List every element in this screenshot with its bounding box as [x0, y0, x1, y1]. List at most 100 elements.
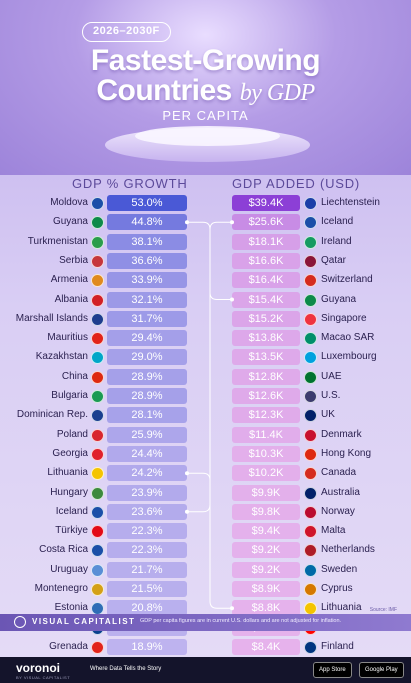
- chart-row: Turkmenistan 38.1% $18.1K Ireland: [0, 233, 411, 252]
- right-country-label: Denmark: [321, 428, 362, 440]
- left-country-label: Türkiye: [55, 525, 88, 537]
- right-country-flag-icon: [304, 505, 317, 519]
- left-growth-value-label: 25.9%: [131, 428, 163, 441]
- left-column-heading: GDP % GROWTH: [72, 176, 188, 191]
- left-growth-bar: 18.9%: [107, 638, 187, 655]
- left-growth-value-label: 29.4%: [131, 332, 163, 345]
- right-country-label: Lithuania: [321, 602, 362, 614]
- left-country-label: Kazakhstan: [35, 351, 88, 363]
- right-gdp-added-bar: $15.4K: [232, 291, 300, 308]
- right-country-flag-icon: [304, 332, 317, 346]
- chart-row: Kazakhstan 29.0% $13.5K Luxembourg: [0, 348, 411, 367]
- right-gdp-added-value-label: $9.2K: [251, 563, 281, 576]
- left-country-label: Turkmenistan: [27, 235, 88, 247]
- right-country-flag-icon: [304, 640, 317, 654]
- left-country-label: Georgia: [52, 447, 88, 459]
- right-country-flag-icon: [304, 216, 317, 230]
- left-country-label: Mauritius: [47, 332, 88, 344]
- chart-row: Serbia 36.6% $16.6K Qatar: [0, 252, 411, 271]
- left-growth-bar: 28.9%: [107, 368, 187, 385]
- left-growth-value-label: 20.8%: [131, 602, 163, 615]
- title-line-1: Fastest-Growing: [90, 44, 321, 77]
- right-gdp-added-value-label: $8.8K: [251, 602, 281, 615]
- right-gdp-added-bar: $15.2K: [232, 310, 300, 327]
- chart-row: Estonia 20.8% $8.8K Lithuania: [0, 599, 411, 618]
- right-gdp-added-bar: $12.8K: [232, 368, 300, 385]
- right-country-label: Malta: [321, 525, 346, 537]
- right-country-label: Australia: [321, 486, 360, 498]
- left-growth-value-label: 32.1%: [131, 293, 163, 306]
- left-growth-value-label: 24.2%: [131, 467, 163, 480]
- footnote: GDP per capita figures are in current U.…: [140, 618, 342, 624]
- right-gdp-added-bar: $9.9K: [232, 484, 300, 501]
- footer-bar: [0, 614, 411, 631]
- app-store-button[interactable]: App Store: [313, 662, 352, 678]
- left-growth-bar: 28.9%: [107, 388, 187, 404]
- right-gdp-added-value-label: $39.4K: [248, 197, 284, 209]
- left-country-label: Costa Rica: [39, 544, 88, 556]
- right-country-label: Macao SAR: [321, 332, 375, 344]
- chart-row: Moldova 53.0% $39.4K Liechtenstein: [0, 194, 411, 213]
- right-country-label: Cyprus: [321, 583, 353, 594]
- right-gdp-added-bar: $10.3K: [232, 445, 300, 462]
- visual-capitalist-logo-icon: [14, 616, 26, 628]
- left-growth-bar: 53.0%: [107, 195, 187, 211]
- right-gdp-added-bar: $16.6K: [232, 252, 300, 269]
- left-country-flag-icon: [91, 467, 104, 481]
- right-column-heading: GDP ADDED (USD): [232, 176, 361, 191]
- right-gdp-added-value-label: $25.6K: [248, 216, 284, 229]
- left-country-flag-icon: [91, 505, 104, 519]
- left-growth-value-label: 33.9%: [131, 274, 163, 287]
- google-play-button[interactable]: Google Play: [359, 662, 404, 678]
- right-gdp-added-value-label: $8.4K: [251, 640, 281, 653]
- left-country-label: Uruguay: [50, 563, 88, 575]
- left-country-flag-icon: [91, 274, 104, 288]
- left-growth-value-label: 23.9%: [131, 486, 163, 499]
- right-gdp-added-value-label: $8.9K: [251, 583, 281, 595]
- chart-row: Uruguay 21.7% $9.2K Sweden: [0, 561, 411, 580]
- right-gdp-added-bar: $10.2K: [232, 465, 300, 482]
- left-country-label: Bulgaria: [51, 390, 88, 401]
- left-growth-value-label: 22.3%: [131, 544, 163, 557]
- left-growth-value-label: 44.8%: [131, 216, 163, 229]
- left-country-flag-icon: [91, 563, 104, 577]
- left-growth-bar: 33.9%: [107, 272, 187, 289]
- right-country-label: Sweden: [321, 563, 358, 575]
- left-country-flag-icon: [91, 525, 104, 539]
- title-by-gdp: by GDP: [239, 80, 315, 106]
- left-growth-value-label: 36.6%: [131, 254, 163, 267]
- left-country-label: Serbia: [59, 254, 88, 266]
- left-growth-bar: 36.6%: [107, 252, 187, 269]
- left-country-label: Montenegro: [34, 583, 88, 594]
- right-country-label: Qatar: [321, 254, 347, 266]
- left-growth-bar: 22.3%: [107, 523, 187, 540]
- chart-row: Grenada 18.9% $8.4K Finland: [0, 638, 411, 657]
- tagline: Where Data Tells the Story: [90, 666, 162, 672]
- left-growth-bar: 23.6%: [107, 503, 187, 520]
- left-country-label: Hungary: [50, 486, 88, 498]
- right-country-flag-icon: [304, 486, 317, 500]
- chart-row: Dominican Rep. 28.1% $12.3K UK: [0, 406, 411, 425]
- left-country-flag-icon: [91, 235, 104, 249]
- right-country-label: Hong Kong: [321, 447, 372, 459]
- title-line-2: Countries by GDP: [0, 74, 411, 108]
- right-gdp-added-value-label: $13.5K: [248, 351, 284, 364]
- voronoi-logo[interactable]: voronoi: [16, 661, 60, 675]
- right-gdp-added-bar: $11.4K: [232, 426, 300, 443]
- chart-row: Albania 32.1% $15.4K Guyana: [0, 291, 411, 310]
- chart-row: Mauritius 29.4% $13.8K Macao SAR: [0, 329, 411, 348]
- right-country-label: Norway: [321, 505, 355, 517]
- right-country-flag-icon: [304, 312, 317, 326]
- chart-row: Guyana 44.8% $25.6K Iceland: [0, 213, 411, 232]
- right-country-label: Finland: [321, 640, 354, 652]
- left-country-label: China: [61, 370, 88, 382]
- right-country-flag-icon: [304, 428, 317, 442]
- right-country-flag-icon: [304, 293, 317, 307]
- left-growth-value-label: 23.6%: [131, 505, 163, 518]
- right-gdp-added-value-label: $10.3K: [248, 447, 284, 460]
- left-growth-bar: 31.7%: [107, 310, 187, 327]
- year-range-badge: 2026–2030F: [82, 22, 171, 42]
- left-growth-bar: 28.1%: [107, 407, 187, 424]
- right-gdp-added-value-label: $10.2K: [248, 467, 284, 480]
- right-country-label: Switzerland: [321, 274, 373, 286]
